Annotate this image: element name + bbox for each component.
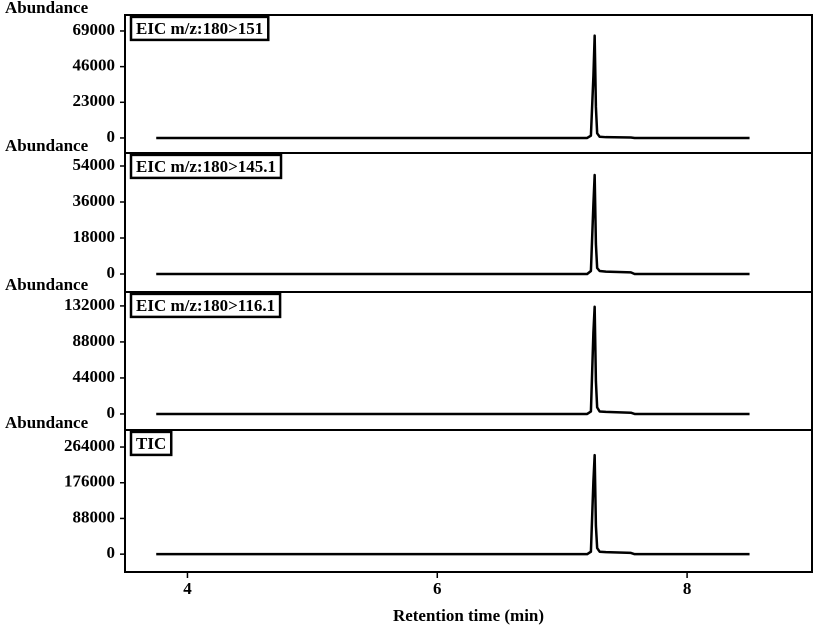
y-tick-label: 264000 <box>64 436 115 455</box>
y-axis-title: Abundance <box>5 136 89 155</box>
y-axis-title: Abundance <box>5 275 89 294</box>
panel-frame <box>124 429 813 573</box>
line-series <box>156 305 750 416</box>
legend-label: TIC <box>136 434 166 453</box>
line-series <box>156 173 750 276</box>
legend-box <box>129 153 283 180</box>
y-tick-label: 36000 <box>73 191 116 210</box>
y-tick-label: 46000 <box>73 56 116 75</box>
y-tick-label: 18000 <box>73 227 116 246</box>
x-tick-label: 6 <box>433 579 442 598</box>
legend-box <box>129 292 282 319</box>
y-tick-label: 0 <box>107 127 116 146</box>
y-tick-label: 69000 <box>73 20 116 39</box>
y-tick-label: 0 <box>107 543 116 562</box>
line-series <box>156 453 750 556</box>
y-tick-label: 88000 <box>73 507 116 526</box>
legend-box <box>129 430 173 457</box>
y-tick-label: 132000 <box>64 295 115 314</box>
x-axis-title: Retention time (min) <box>393 606 544 625</box>
y-tick-label: 44000 <box>73 367 116 386</box>
legend-label: EIC m/z:180>116.1 <box>136 296 275 315</box>
line-series <box>156 34 750 140</box>
x-tick-label: 8 <box>683 579 692 598</box>
y-tick-label: 0 <box>107 263 116 282</box>
y-tick-label: 54000 <box>73 155 116 174</box>
y-tick-label: 176000 <box>64 472 115 491</box>
y-axis-title: Abundance <box>5 413 89 432</box>
y-axis-title: Abundance <box>5 0 89 17</box>
legend-label: EIC m/z:180>151 <box>136 19 263 38</box>
legend-box <box>129 15 270 42</box>
y-tick-label: 0 <box>107 403 116 422</box>
legend-label: EIC m/z:180>145.1 <box>136 157 276 176</box>
y-tick-label: 23000 <box>73 91 116 110</box>
x-tick-label: 4 <box>183 579 192 598</box>
y-tick-label: 88000 <box>73 331 116 350</box>
